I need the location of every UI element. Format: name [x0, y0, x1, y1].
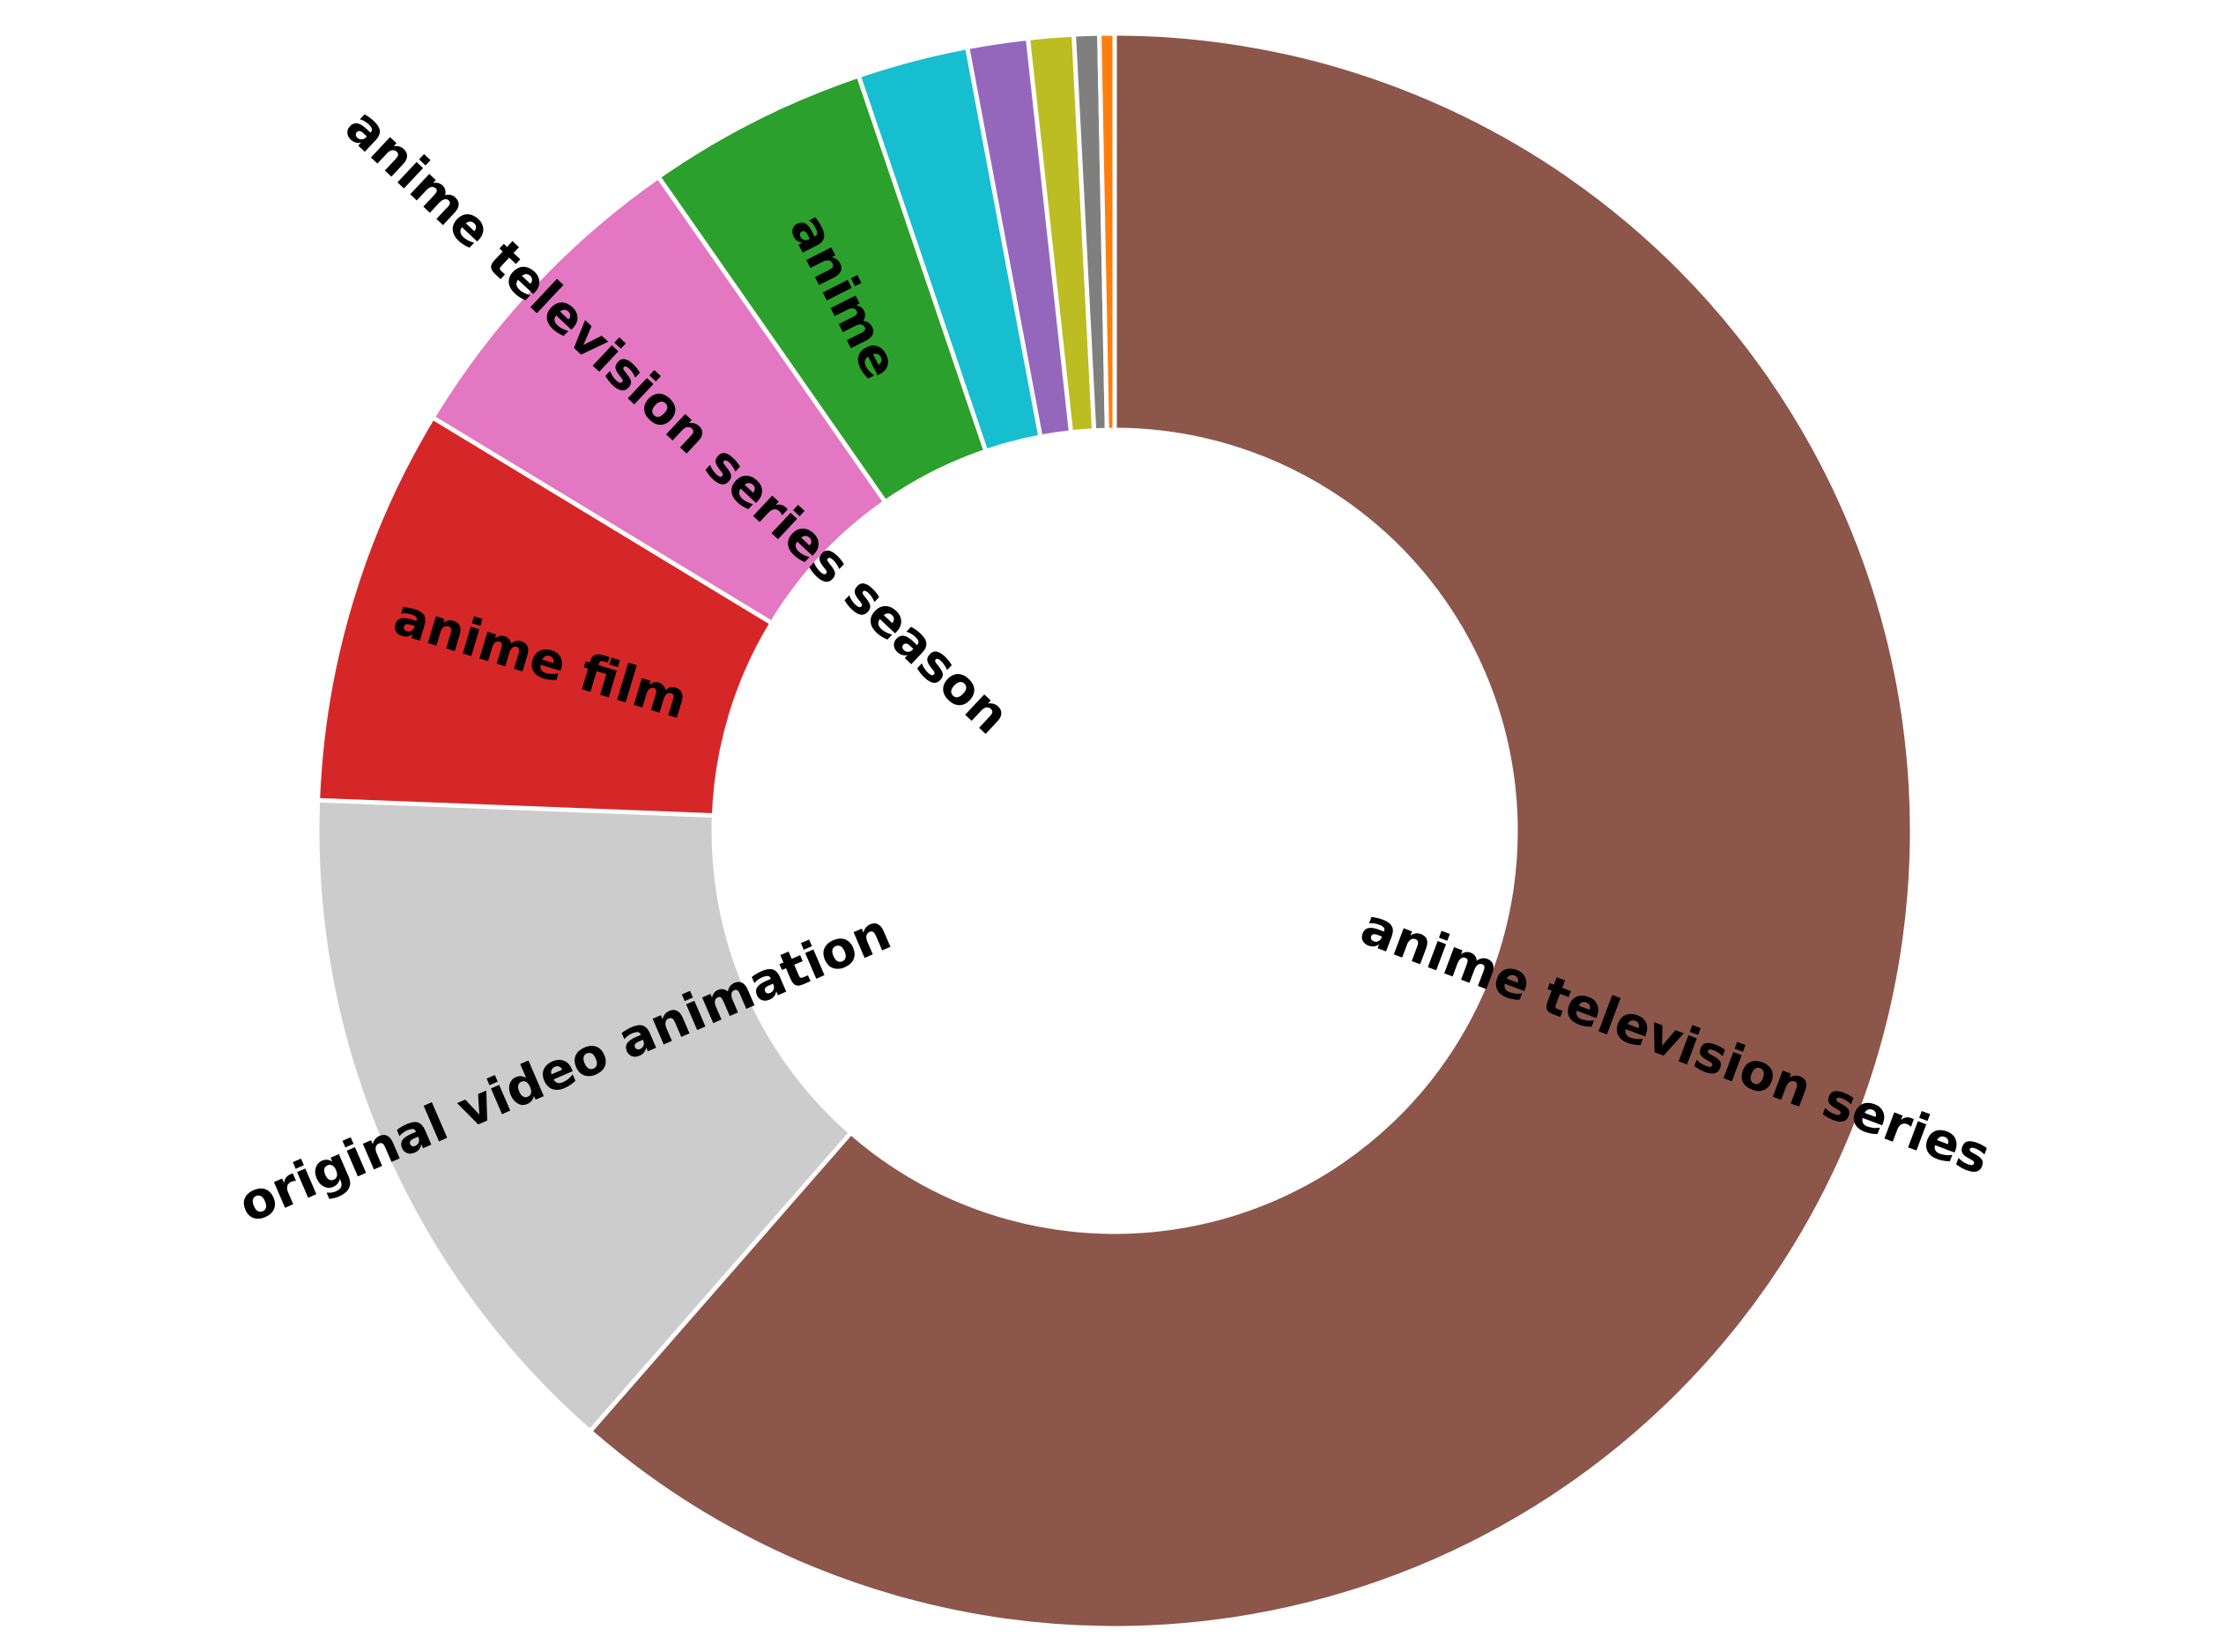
slice-anime-television-series-season — [429, 174, 889, 626]
slice-10 — [1097, 31, 1117, 433]
slice-original-video-animation — [315, 797, 855, 1435]
slice-anime-film — [315, 414, 775, 819]
slice-anime-television-series — [587, 31, 1915, 1631]
donut-slices — [315, 31, 1915, 1631]
